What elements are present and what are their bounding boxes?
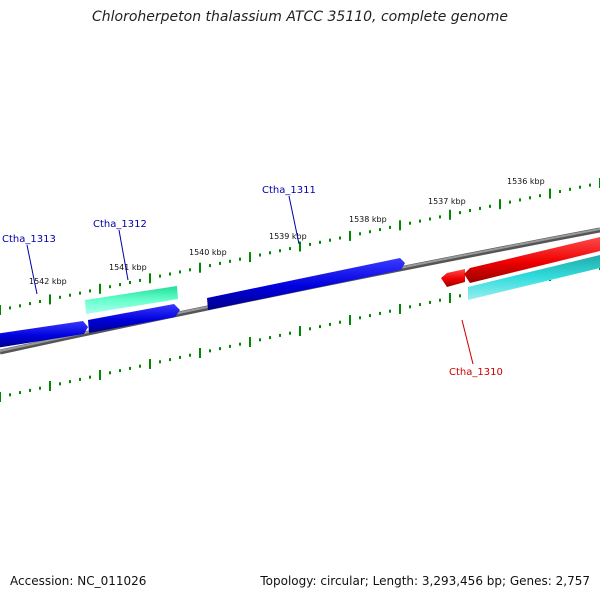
rna-gene-bar[interactable] (85, 286, 178, 314)
gene-arrow-ctha-1311[interactable] (207, 258, 405, 310)
gene-label-ctha-1311[interactable]: Ctha_1311 (262, 185, 316, 196)
scale-label-1538: 1538 kbp (349, 215, 387, 224)
gene-bar-cyan[interactable] (468, 255, 600, 300)
leader-ctha-1313 (26, 244, 38, 295)
scale-label-1536: 1536 kbp (507, 177, 545, 186)
leader-ctha-1311 (288, 195, 300, 245)
scale-label-1541: 1541 kbp (109, 263, 147, 272)
gene-label-ctha-1310[interactable]: Ctha_1310 (449, 367, 503, 378)
genome-title: Chloroherpeton thalassium ATCC 35110, co… (92, 9, 508, 25)
gene-label-ctha-1313[interactable]: Ctha_1313 (2, 234, 56, 245)
leader-ctha-1312 (118, 229, 129, 281)
gene-arrow-reverse-large[interactable] (464, 237, 600, 283)
scale-ticks-outer (0, 178, 600, 315)
genome-summary-text: Topology: circular; Length: 3,293,456 bp… (260, 574, 590, 588)
accession-text: Accession: NC_011026 (10, 574, 147, 588)
gene-arrow-ctha-1310[interactable] (441, 269, 465, 287)
gene-arrow-ctha-1313[interactable] (0, 321, 88, 348)
gene-arrow-ctha-1312[interactable] (88, 304, 180, 333)
scale-label-1537: 1537 kbp (428, 197, 466, 206)
gene-label-ctha-1312[interactable]: Ctha_1312 (93, 219, 147, 230)
scale-label-1540: 1540 kbp (189, 248, 227, 257)
scale-label-1542: 1542 kbp (29, 277, 67, 286)
scale-label-1539: 1539 kbp (269, 232, 307, 241)
leader-ctha-1310 (461, 319, 474, 365)
